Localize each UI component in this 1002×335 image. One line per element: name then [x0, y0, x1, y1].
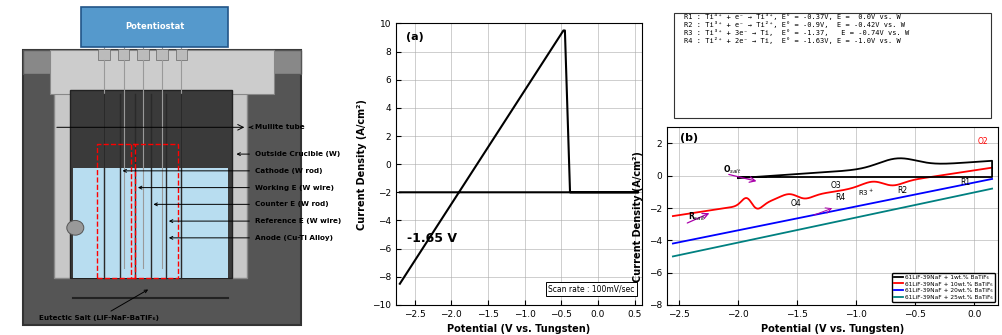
Text: Scan rate : 100mV/sec: Scan rate : 100mV/sec: [548, 285, 634, 293]
Text: (b): (b): [679, 133, 697, 143]
Circle shape: [67, 220, 84, 235]
Text: R4: R4: [834, 193, 845, 202]
Text: Mullite tube: Mullite tube: [249, 124, 305, 130]
Text: Reference E (W wire): Reference E (W wire): [169, 218, 341, 224]
Text: R3$^+$: R3$^+$: [858, 188, 874, 198]
Text: (a): (a): [406, 32, 423, 42]
Bar: [137, 49, 148, 60]
X-axis label: Potential (V vs. Tungsten): Potential (V vs. Tungsten): [447, 324, 590, 334]
Text: R$_{salt}$: R$_{salt}$: [687, 210, 705, 223]
Y-axis label: Current Density (A/cm²): Current Density (A/cm²): [357, 99, 367, 229]
Text: O$_{salt}$: O$_{salt}$: [721, 163, 740, 176]
Text: O4: O4: [791, 199, 801, 208]
Text: Anode (Cu-Ti Alloy): Anode (Cu-Ti Alloy): [169, 235, 333, 241]
Text: Cathode (W rod): Cathode (W rod): [123, 168, 322, 174]
Bar: [156, 49, 167, 60]
Text: O3: O3: [830, 181, 840, 190]
Bar: [23, 50, 301, 74]
Text: R2: R2: [897, 186, 907, 195]
Bar: [50, 50, 274, 94]
Bar: [131, 144, 177, 278]
Bar: [69, 90, 231, 278]
Text: R1 : Ti⁴⁺ + e⁻ → Ti³⁺, E° = -0.37V, E =  0.0V vs. W
R2 : Ti³⁺ + e⁻ → Ti²⁺, E° = : R1 : Ti⁴⁺ + e⁻ → Ti³⁺, E° = -0.37V, E = …: [683, 12, 908, 44]
Bar: [175, 49, 187, 60]
Y-axis label: Current Density (A/cm²): Current Density (A/cm²): [632, 151, 642, 281]
Text: -1.65 V: -1.65 V: [407, 231, 457, 245]
Bar: [54, 84, 246, 278]
Legend: 61LiF-39NaF + 1wt.% BaTiF₆, 61LiF-39NaF + 10wt.% BaTiF₆, 61LiF-39NaF + 20wt.% Ba: 61LiF-39NaF + 1wt.% BaTiF₆, 61LiF-39NaF …: [891, 273, 994, 302]
Text: Outside Crucible (W): Outside Crucible (W): [237, 151, 340, 157]
Bar: [98, 49, 110, 60]
Text: Working E (W wire): Working E (W wire): [139, 185, 334, 191]
Bar: [23, 50, 301, 325]
Bar: [73, 168, 227, 278]
X-axis label: Potential (V vs. Tungsten): Potential (V vs. Tungsten): [761, 324, 903, 334]
Text: Potentiostat: Potentiostat: [124, 22, 184, 31]
FancyBboxPatch shape: [81, 7, 227, 47]
Bar: [96, 144, 135, 278]
Text: Eutectic Salt (LiF-NaF-BaTiF₆): Eutectic Salt (LiF-NaF-BaTiF₆): [38, 290, 158, 321]
Bar: [117, 49, 129, 60]
Text: Counter E (W rod): Counter E (W rod): [154, 201, 329, 207]
Text: R1: R1: [959, 178, 969, 187]
Text: O2: O2: [977, 137, 988, 146]
